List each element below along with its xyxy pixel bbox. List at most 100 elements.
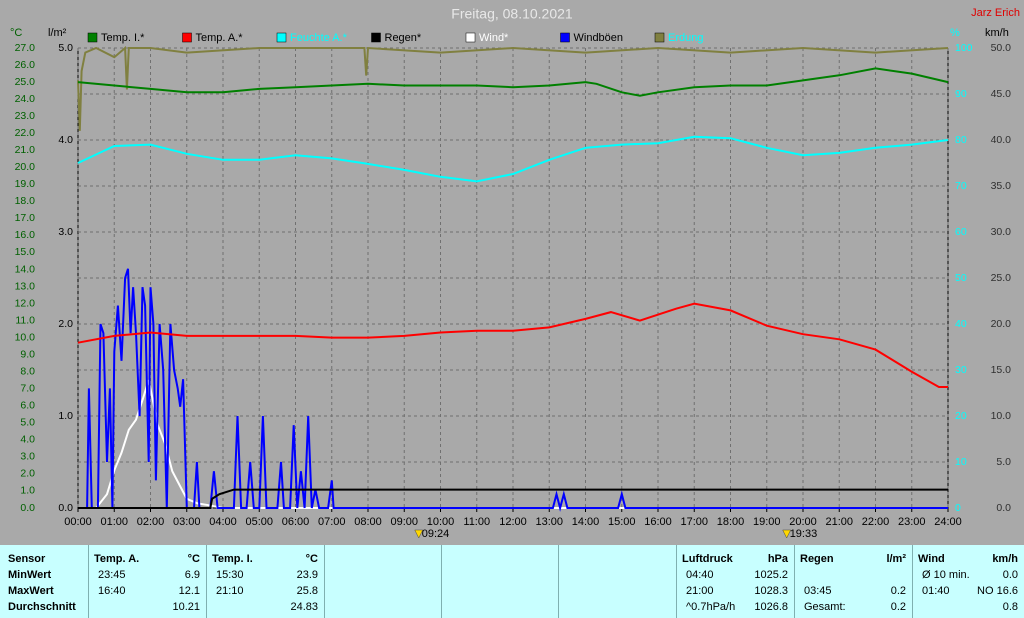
x-tick-label: 04:00 (209, 516, 237, 528)
y-tick-label: 80 (955, 134, 967, 146)
legend-swatch (276, 32, 287, 43)
cell-text: 23:45 (98, 569, 126, 581)
y-tick-label: 9.0 (20, 348, 35, 360)
y-tick-label: 50.0 (991, 42, 1012, 54)
y-tick-label: 8.0 (20, 365, 35, 377)
legend-label: Temp. A.* (196, 32, 244, 44)
header-unit: °C (187, 553, 200, 565)
column-border (324, 545, 325, 618)
y-tick-label: 15.0 (15, 246, 36, 258)
y-tick-label: 70 (955, 180, 967, 192)
x-tick-label: 02:00 (137, 516, 165, 528)
legend-label: Feuchte A.* (290, 32, 348, 44)
author: Jarz Erich (971, 7, 1020, 19)
y-tick-label: 50 (955, 272, 967, 284)
column-border (206, 545, 207, 618)
column-border (676, 545, 677, 618)
y-tick-label: 24.0 (15, 93, 36, 105)
legend-swatch (465, 32, 476, 43)
cell-text: 21:10 (216, 585, 244, 597)
y-axis-unit: °C (10, 27, 22, 39)
legend-label: Windböen (574, 32, 624, 44)
y2-axis-unit: l/m² (48, 27, 67, 39)
cell-value: 0.2 (890, 585, 906, 597)
y-tick-label: 26.0 (15, 59, 36, 71)
header-unit: km/h (992, 553, 1018, 565)
cell-text: 21:00 (686, 585, 714, 597)
y-tick-label: 6.0 (20, 400, 35, 412)
y-tick-label: 11.0 (15, 314, 35, 326)
y-tick-label: 10.0 (991, 410, 1012, 422)
y-tick-label: 5.0 (58, 42, 73, 54)
summary-table: Sensor Temp. A. °C Temp. I. °C Luftdruck hPa Re… (0, 545, 1024, 618)
annotation: 09:24 (422, 528, 450, 540)
y-tick-label: 13.0 (15, 280, 36, 292)
column-border (558, 545, 559, 618)
chart: Freitag, 08.10.2021 Jarz Erich °C l/m² %… (10, 6, 1020, 540)
series-line (78, 268, 948, 512)
y-tick-label: 1.0 (58, 410, 73, 422)
sun-icon (414, 529, 424, 539)
cell-text: ^0.7hPa/h (686, 601, 736, 613)
legend-label: Regen* (385, 32, 422, 44)
row-label: MinWert (8, 569, 52, 581)
y-tick-label: 16.0 (15, 229, 36, 241)
chart-title: Freitag, 08.10.2021 (451, 6, 573, 22)
series-line (77, 45, 949, 131)
x-tick-label: 10:00 (427, 516, 455, 528)
x-tick-label: 23:00 (898, 516, 926, 528)
cell-text: 04:40 (686, 569, 714, 581)
sun-icon (782, 529, 792, 539)
x-tick-label: 06:00 (282, 516, 310, 528)
y-tick-label: 17.0 (15, 212, 36, 224)
y-tick-label: 12.0 (15, 297, 36, 309)
y-tick-label: 40.0 (991, 134, 1012, 146)
annotation: 19:33 (790, 528, 818, 540)
cell-value: 25.8 (296, 585, 318, 597)
y-tick-label: 18.0 (15, 195, 36, 207)
y-tick-label: 5.0 (996, 456, 1011, 468)
y-tick-label: 90 (955, 88, 967, 100)
y-tick-label: 14.0 (15, 263, 36, 275)
series-line (78, 379, 948, 509)
x-tick-label: 01:00 (100, 516, 128, 528)
cell-text: Ø 10 min. (922, 569, 970, 581)
row-label: MaxWert (8, 585, 54, 597)
cell-value: NO 16.6 (977, 585, 1018, 597)
cell-text: 15:30 (216, 569, 244, 581)
x-tick-label: 08:00 (354, 516, 382, 528)
cell-value: 0.8 (1002, 601, 1018, 613)
y-tick-label: 27.0 (15, 42, 36, 54)
y-tick-label: 30 (955, 364, 967, 376)
cell-text: Gesamt: (804, 601, 846, 613)
y-tick-label: 5.0 (20, 417, 35, 429)
y-tick-label: 0.0 (20, 502, 35, 514)
column-border (794, 545, 795, 618)
series-line (77, 302, 948, 388)
y-tick-label: 30.0 (991, 226, 1012, 238)
cell-value: 23.9 (296, 569, 318, 581)
x-tick-label: 19:00 (753, 516, 781, 528)
row-label: Durchschnitt (8, 601, 76, 613)
header-unit: l/m² (886, 553, 906, 565)
y-tick-label: 7.0 (20, 383, 35, 395)
x-tick-label: 09:00 (390, 516, 418, 528)
x-tick-label: 03:00 (173, 516, 201, 528)
cell-value: 24.83 (290, 601, 318, 613)
x-tick-label: 20:00 (789, 516, 817, 528)
x-tick-label: 16:00 (644, 516, 672, 528)
cell-value: 1028.3 (754, 585, 788, 597)
header-cell: Sensor (8, 553, 46, 565)
header-cell: Regen (800, 553, 834, 565)
y-tick-label: 0.0 (58, 502, 73, 514)
y-tick-label: 100 (955, 42, 973, 54)
cell-text: 16:40 (98, 585, 126, 597)
y-tick-label: 3.0 (58, 226, 73, 238)
y-tick-label: 20.0 (15, 161, 36, 173)
x-tick-label: 05:00 (245, 516, 273, 528)
y-tick-label: 25.0 (991, 272, 1012, 284)
column-border (88, 545, 89, 618)
y-tick-label: 21.0 (15, 144, 36, 156)
y-tick-label: 0 (955, 502, 961, 514)
x-tick-label: 12:00 (499, 516, 527, 528)
